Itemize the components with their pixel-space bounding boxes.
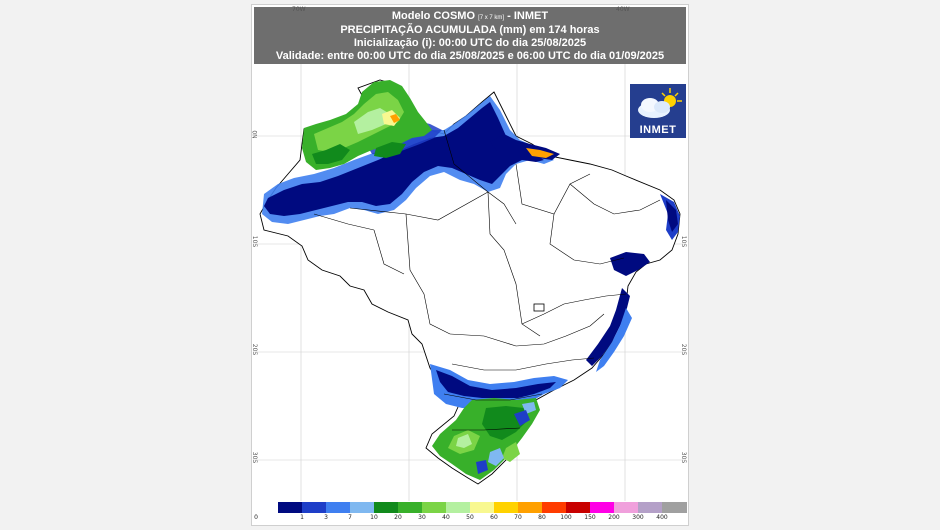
validity-period: Validade: entre 00:00 UTC do dia 25/08/2… — [275, 50, 665, 62]
legend-label: 80 — [538, 514, 546, 521]
legend-swatch — [374, 502, 399, 513]
inmet-logo-text: INMET — [639, 124, 677, 136]
legend-label: 400 — [656, 514, 668, 521]
lon-label-40w: 40W — [616, 6, 630, 13]
precip-north-darkgreen — [312, 142, 406, 164]
model-resolution: [7 x 7 km] — [478, 15, 505, 21]
legend-label: 20 — [394, 514, 402, 521]
precip-north-blue-dark — [264, 102, 544, 216]
legend-label: 200 — [608, 514, 620, 521]
precip-southeast-coast-light — [596, 308, 632, 372]
legend-label: 70 — [514, 514, 522, 521]
precip-south-lightblue — [488, 402, 536, 466]
legend-swatch — [494, 502, 519, 513]
legend-swatch — [518, 502, 543, 513]
legend-label: 50 — [466, 514, 474, 521]
legend-label: 10 — [370, 514, 378, 521]
map-panel: Modelo COSMO [7 x 7 km] - INMET PRECIPIT… — [251, 4, 689, 526]
precip-north-palegreen — [354, 108, 390, 134]
cloud-sun-icon — [638, 88, 682, 118]
legend-swatch — [614, 502, 639, 513]
legend-swatch — [326, 502, 351, 513]
legend-swatch — [566, 502, 591, 513]
federal-district — [533, 303, 545, 312]
legend-label: 150 — [584, 514, 596, 521]
precip-south-palegreen — [456, 434, 472, 448]
legend-label: 1 — [300, 514, 304, 521]
legend-swatch — [542, 502, 567, 513]
legend-label: 100 — [560, 514, 572, 521]
precip-south-blue-spots — [476, 410, 530, 474]
legend-swatch — [590, 502, 615, 513]
precip-south-blue-dark — [436, 370, 556, 398]
legend-label: 300 — [632, 514, 644, 521]
legend-label: 60 — [490, 514, 498, 521]
legend-swatch — [278, 502, 303, 513]
legend-swatch — [302, 502, 327, 513]
legend-swatch — [638, 502, 663, 513]
legend-swatch — [662, 502, 687, 513]
legend-label: 30 — [418, 514, 426, 521]
legend-swatch — [446, 502, 471, 513]
legend-swatch — [470, 502, 495, 513]
legend-label: 7 — [348, 514, 352, 521]
init-time: Inicialização (i): 00:00 UTC do dia 25/0… — [353, 37, 587, 49]
legend-label: 3 — [324, 514, 328, 521]
variable-title: PRECIPITAÇÃO ACUMULADA (mm) em 174 horas — [340, 24, 600, 36]
legend-swatch — [350, 502, 375, 513]
legend-label: 40 — [442, 514, 450, 521]
inmet-logo: INMET — [630, 84, 686, 138]
model-title: Modelo COSMO [7 x 7 km] - INMET — [391, 10, 549, 22]
lon-label-70w: 70W — [292, 6, 306, 13]
state-boundaries — [313, 129, 661, 431]
precip-bahia-coast — [610, 252, 650, 276]
precip-north-orange — [390, 114, 400, 123]
legend-swatch — [398, 502, 423, 513]
precip-southeast-coast — [586, 288, 630, 366]
precipitation-map — [254, 64, 686, 501]
legend-swatch — [254, 502, 279, 513]
precip-south-blue-light — [430, 364, 568, 408]
precip-northeast-coast-orange — [526, 148, 554, 158]
legend-swatch — [422, 502, 447, 513]
map-header: Modelo COSMO [7 x 7 km] - INMET PRECIPIT… — [254, 7, 686, 64]
precipitation-legend: 0 1 3 7 10 20 30 40 50 60 70 80 100 150 200 300 400 — [254, 502, 687, 524]
legend-label: 0 — [254, 514, 258, 521]
precip-east-coast-dark — [666, 200, 678, 232]
